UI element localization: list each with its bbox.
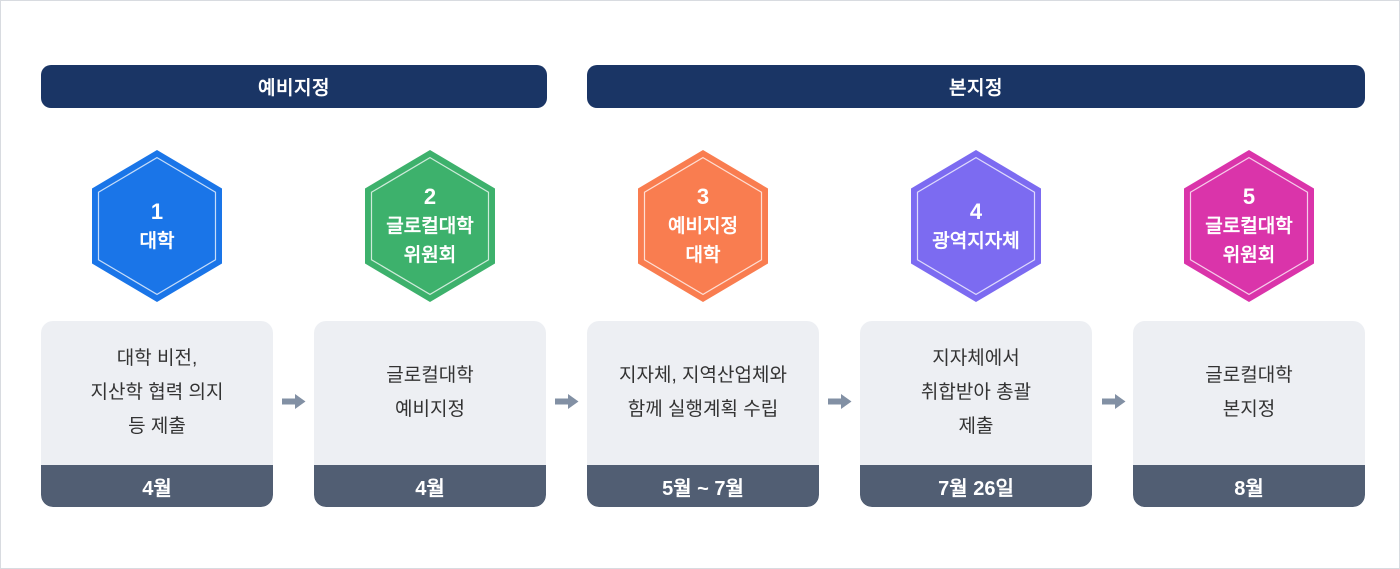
- step-1-hex-label: 1 대학: [90, 149, 224, 303]
- step-2-date-badge: 4월: [314, 465, 546, 507]
- step-5: 5 글로컬대학 위원회 글로컬대학 본지정 8월: [1133, 149, 1365, 507]
- step-3-hex-label: 3 예비지정 대학: [636, 149, 770, 303]
- step-1: 1 대학 대학 비전, 지산학 협력 의지 등 제출 4월: [41, 149, 273, 507]
- hexagon-icon: [911, 150, 1041, 302]
- stage-header-final: 본지정: [587, 65, 1365, 108]
- hexagon-icon: [365, 150, 495, 302]
- step-5-hexagon-badge: 5 글로컬대학 위원회: [1182, 149, 1316, 303]
- step-1-description: 대학 비전, 지산학 협력 의지 등 제출: [41, 321, 273, 465]
- step-3-card: 지자체, 지역산업체와 함께 실행계획 수립 5월 ~ 7월: [587, 321, 819, 507]
- step-1-card: 대학 비전, 지산학 협력 의지 등 제출 4월: [41, 321, 273, 507]
- step-1-date-badge: 4월: [41, 465, 273, 507]
- step-4-hexagon-badge: 4 광역지자체: [909, 149, 1043, 303]
- step-3-hexagon-badge: 3 예비지정 대학: [636, 149, 770, 303]
- step-3-description: 지자체, 지역산업체와 함께 실행계획 수립: [587, 321, 819, 465]
- right-arrow-icon: [1102, 393, 1126, 410]
- step-5-date-badge: 8월: [1133, 465, 1365, 507]
- step-4-description: 지자체에서 취합받아 총괄 제출: [860, 321, 1092, 465]
- step-5-hex-label: 5 글로컬대학 위원회: [1182, 149, 1316, 303]
- step-5-number: 5: [1242, 184, 1256, 209]
- stage-header-preliminary: 예비지정: [41, 65, 547, 108]
- step-4-card: 지자체에서 취합받아 총괄 제출 7월 26일: [860, 321, 1092, 507]
- step-1-hexagon-badge: 1 대학: [90, 149, 224, 303]
- step-2-name: 글로컬대학 위원회: [386, 216, 474, 266]
- step-4-name: 광역지자체: [932, 230, 1020, 252]
- step-2-card: 글로컬대학 예비지정 4월: [314, 321, 546, 507]
- step-3-number: 3: [696, 184, 710, 209]
- stage-header-final-label: 본지정: [949, 78, 1003, 99]
- step-2-hexagon-badge: 2 글로컬대학 위원회: [363, 149, 497, 303]
- hexagon-icon: [638, 150, 768, 302]
- step-2: 2 글로컬대학 위원회 글로컬대학 예비지정 4월: [314, 149, 546, 507]
- step-3-date-badge: 5월 ~ 7월: [587, 465, 819, 507]
- step-4: 4 광역지자체 지자체에서 취합받아 총괄 제출 7월 26일: [860, 149, 1092, 507]
- right-arrow-icon: [282, 393, 306, 410]
- step-2-description: 글로컬대학 예비지정: [314, 321, 546, 465]
- step-1-number: 1: [150, 198, 164, 224]
- right-arrow-icon: [828, 393, 852, 410]
- right-arrow-icon: [555, 393, 579, 410]
- step-2-number: 2: [423, 184, 437, 209]
- hexagon-icon: [92, 150, 222, 302]
- step-5-name: 글로컬대학 위원회: [1205, 216, 1293, 266]
- step-3-name: 예비지정 대학: [668, 216, 738, 266]
- step-1-name: 대학: [139, 230, 175, 252]
- step-2-hex-label: 2 글로컬대학 위원회: [363, 149, 497, 303]
- hexagon-icon: [1184, 150, 1314, 302]
- step-5-description: 글로컬대학 본지정: [1133, 321, 1365, 465]
- step-4-number: 4: [969, 198, 983, 224]
- step-4-hex-label: 4 광역지자체: [909, 149, 1043, 303]
- stage-header-preliminary-label: 예비지정: [258, 78, 330, 99]
- step-5-card: 글로컬대학 본지정 8월: [1133, 321, 1365, 507]
- step-3: 3 예비지정 대학 지자체, 지역산업체와 함께 실행계획 수립 5월 ~ 7월: [587, 149, 819, 507]
- step-4-date-badge: 7월 26일: [860, 465, 1092, 507]
